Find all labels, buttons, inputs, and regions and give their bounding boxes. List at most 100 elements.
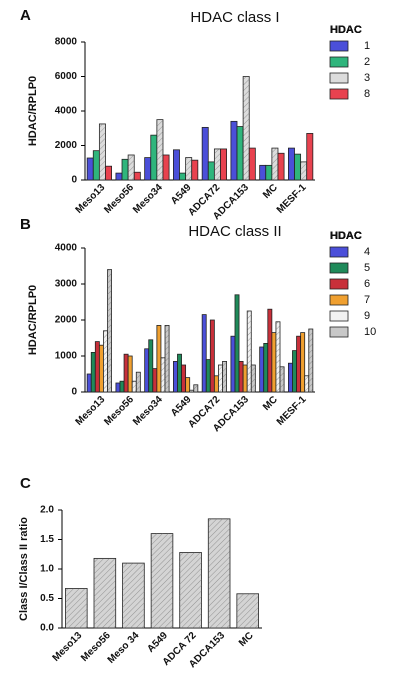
chart-title: HDAC class I <box>190 9 279 26</box>
x-tick-label: A549 <box>145 630 170 655</box>
bar <box>98 344 104 393</box>
y-tick-label: 4000 <box>55 243 78 254</box>
y-tick-label: 2000 <box>55 140 78 151</box>
legend-label: 1 <box>364 40 370 52</box>
y-tick-label: 2.0 <box>40 505 54 516</box>
legend-label: 5 <box>364 262 370 274</box>
bar-hatch <box>218 365 223 392</box>
bar-hatch <box>275 321 281 392</box>
legend-swatch <box>329 246 349 258</box>
bar <box>181 364 187 393</box>
bar-hatch <box>128 154 135 180</box>
x-tick-label: Meso13 <box>51 630 85 664</box>
legend-title: HDAC <box>330 230 362 242</box>
bar-hatch <box>122 563 145 628</box>
legend-title: HDAC <box>330 230 362 242</box>
bar <box>209 319 215 393</box>
x-tick-label: Meso13 <box>74 394 108 428</box>
bar-hatch <box>214 148 221 180</box>
bar-hatch <box>300 161 307 180</box>
x-tick-label: MC <box>261 182 280 201</box>
bar-hatch <box>65 588 88 628</box>
x-tick-label: MESF-1 <box>275 182 309 216</box>
legend-label: 6 <box>364 278 370 290</box>
bar <box>201 314 207 393</box>
bar <box>127 355 133 393</box>
y-tick-label: 1.5 <box>40 534 54 545</box>
legend-swatch <box>329 88 349 100</box>
legend-swatch <box>329 72 349 84</box>
bar-hatch <box>271 148 278 180</box>
bar-hatch <box>94 558 116 628</box>
bar <box>119 380 125 393</box>
bar-hatch <box>193 384 198 392</box>
y-tick-label: 2000 <box>55 315 78 326</box>
bar-hatch <box>107 269 112 392</box>
x-tick-label: A549 <box>169 182 194 207</box>
panel-label: A <box>20 7 31 24</box>
y-tick-label: 8000 <box>55 37 78 48</box>
y-tick-label: 1000 <box>55 351 78 362</box>
bar <box>90 351 96 393</box>
bar <box>105 165 112 181</box>
legend-title: HDAC <box>330 230 362 242</box>
bar-hatch <box>304 375 309 392</box>
x-tick-label: Meso34 <box>131 394 165 428</box>
bar <box>259 346 265 393</box>
x-tick-label: Meso 34 <box>106 630 142 666</box>
y-tick-label: 0.5 <box>40 593 54 604</box>
bar <box>156 324 162 393</box>
bar <box>236 126 244 181</box>
y-tick-label: 0 <box>71 387 77 398</box>
bar <box>86 157 94 181</box>
legend-label: 4 <box>364 246 370 258</box>
bar-hatch <box>189 390 194 392</box>
bar <box>294 153 302 181</box>
bar <box>173 360 178 393</box>
bar <box>92 150 100 181</box>
bar <box>115 382 121 393</box>
bar <box>162 154 170 181</box>
x-tick-label: MC <box>261 394 280 413</box>
y-tick-label: 4000 <box>55 106 78 117</box>
bar <box>148 339 154 393</box>
bar <box>259 164 267 181</box>
bar <box>177 353 182 393</box>
x-tick-label: Meso56 <box>102 182 136 216</box>
bar-hatch <box>165 325 170 392</box>
bar <box>185 377 191 393</box>
bar-hatch <box>243 76 250 180</box>
legend-title: HDAC <box>330 24 362 36</box>
bar <box>306 133 314 181</box>
bar-hatch <box>236 593 259 628</box>
x-tick-label: MC <box>237 630 256 649</box>
panel-label: C <box>20 475 31 492</box>
legend-swatch <box>329 40 349 52</box>
bar-hatch <box>247 311 252 392</box>
bar <box>144 157 152 181</box>
bar-hatch <box>222 361 227 392</box>
bar <box>230 335 236 393</box>
legend-swatch <box>329 310 349 322</box>
bar <box>94 341 100 393</box>
y-tick-label: 6000 <box>55 71 78 82</box>
y-tick-label: 0 <box>71 175 77 186</box>
bar <box>123 353 129 393</box>
bar <box>205 359 211 393</box>
bar-hatch <box>136 372 141 392</box>
bar <box>220 148 227 181</box>
chart-title: HDAC class II <box>188 223 281 240</box>
bar <box>144 348 150 393</box>
bar <box>277 152 285 181</box>
bar <box>115 172 123 181</box>
bar <box>152 368 158 393</box>
bar <box>292 350 297 393</box>
legend-label: 9 <box>364 310 370 322</box>
legend-swatch <box>329 294 349 306</box>
bar-hatch <box>308 329 313 392</box>
bar <box>86 373 92 393</box>
bar <box>267 308 273 393</box>
legend-title: HDAC <box>330 24 362 36</box>
bar <box>248 147 256 181</box>
